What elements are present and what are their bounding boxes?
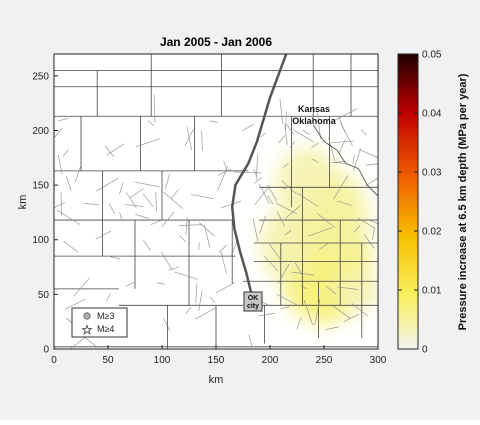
legend-label-m4: M≥4 (97, 324, 114, 334)
x-tick-label-2: 100 (154, 355, 171, 366)
colorbar-tick-label-1: 0.01 (422, 286, 442, 297)
colorbar-tick-label-3: 0.03 (422, 168, 442, 179)
y-tick-label-1: 50 (38, 290, 50, 301)
x-tick-label-1: 50 (102, 355, 114, 366)
y-tick-label-2: 100 (32, 235, 49, 246)
colorbar-label: Pressure increase at 6.5 km depth (MPa p… (457, 73, 469, 330)
y-tick-label-3: 150 (32, 181, 49, 192)
colorbar-tick-label-2: 0.02 (422, 227, 442, 238)
state-label-oklahoma: Oklahoma (292, 116, 337, 126)
city-label-line1: OK (248, 295, 259, 302)
x-tick-label-3: 150 (208, 355, 225, 366)
legend: M≥3 M≥4 (72, 308, 127, 337)
colorbar (398, 54, 418, 349)
x-tick-label-6: 300 (370, 355, 387, 366)
y-tick-label-4: 200 (32, 126, 49, 137)
y-axis-label: km (17, 195, 29, 210)
colorbar-tick-label-5: 0.05 (422, 50, 442, 61)
y-tick-label-0: 0 (43, 345, 49, 356)
chart-title: Jan 2005 - Jan 2006 (160, 35, 272, 49)
x-axis-label: km (209, 374, 224, 386)
colorbar-tick-label-0: 0 (422, 345, 428, 356)
state-label-kansas: Kansas (298, 104, 330, 114)
x-tick-label-4: 200 (262, 355, 279, 366)
x-tick-label-0: 0 (51, 355, 57, 366)
colorbar-tick-label-4: 0.04 (422, 109, 442, 120)
x-tick-label-5: 250 (316, 355, 333, 366)
legend-label-m3: M≥3 (97, 311, 114, 321)
legend-circle-icon (84, 313, 90, 319)
city-marker: OK city (244, 292, 262, 311)
city-label-line2: city (247, 303, 259, 310)
y-tick-label-5: 250 (32, 71, 49, 82)
